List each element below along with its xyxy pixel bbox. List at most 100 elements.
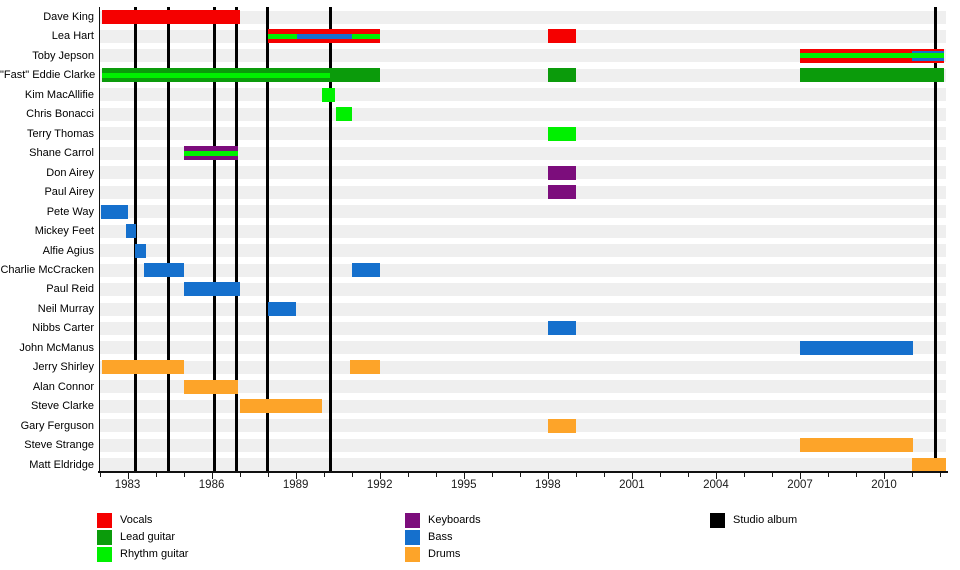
member-row-band [100,29,946,43]
member-name-label: John McManus [19,341,94,354]
member-row-band [100,146,946,160]
legend-swatch-vocals [97,513,112,528]
timeline-bar [547,68,576,83]
member-name-label: Chris Bonacci [26,108,94,121]
member-row-band [100,205,946,219]
axis-tick [351,473,353,477]
timeline-bar [350,360,380,375]
axis-year-label: 2004 [703,479,729,491]
member-row-band [100,244,946,258]
axis-tick [407,473,409,477]
timeline-bar [547,126,576,141]
timeline-bar [267,301,296,316]
axis-tick [211,473,213,479]
axis-tick [547,473,549,479]
member-row-band [100,283,946,297]
timeline-bar [239,399,323,414]
axis-tick [323,473,325,477]
member-name-label: Nibbs Carter [32,322,94,335]
axis-tick [828,473,830,477]
timeline-bar [126,224,136,239]
timeline-bar [100,204,128,219]
member-name-label: Don Airey [46,166,94,179]
axis-tick [940,473,942,477]
legend-swatch-bass [405,530,420,545]
timeline-bar [134,243,146,258]
member-name-label: Steve Strange [24,439,94,452]
member-name-label: Neil Murray [37,302,94,315]
studio-album-line [934,7,938,471]
axis-tick [631,473,633,479]
axis-year-label: 1983 [114,479,141,491]
legend-swatch-keyboards [405,513,420,528]
legend-label-drums: Drums [428,548,461,560]
axis-tick [463,473,465,479]
member-name-label: Kim MacAllifie [24,88,94,101]
axis-tick [743,473,745,477]
axis-year-label: 1998 [535,479,561,491]
member-row-band [100,399,946,413]
axis-tick [239,473,241,477]
axis-tick [155,473,157,477]
role-stripe [102,72,331,78]
member-row-band [100,88,946,102]
member-row-band [100,10,946,24]
timeline-bar [800,340,914,355]
member-name-label: Mickey Feet [34,225,94,238]
legend-label-lead_guitar: Lead guitar [120,531,176,543]
timeline-bar [183,282,240,297]
member-name-label: Paul Airey [44,186,94,199]
member-name-label: Steve Clarke [31,400,94,413]
timeline-bar [912,457,946,472]
member-row-band [100,166,946,180]
timeline-bar [547,321,576,336]
axis-tick [856,473,858,477]
axis-tick [267,473,269,477]
axis-tick [127,473,129,479]
axis-tick [519,473,521,477]
axis-tick [800,473,801,479]
member-row-band [100,438,946,452]
member-row-band [100,322,946,336]
member-name-label: Jerry Shirley [32,361,94,374]
axis-tick [912,473,914,477]
axis-year-label: 1992 [366,479,393,491]
timeline-bar [144,263,184,277]
member-row-band [100,302,946,316]
studio-album-line [167,7,171,471]
member-row-band [100,127,946,141]
role-stripe [800,53,945,59]
studio-album-line [213,7,217,471]
studio-album-line [328,7,332,471]
member-name-label: Terry Thomas [26,127,94,140]
timeline-bar [800,68,945,83]
axis-tick [575,473,577,477]
member-name-label: "Fast" Eddie Clarke [0,69,96,82]
axis-tick [659,473,661,477]
axis-tick [603,473,605,477]
timeline-bar [322,87,335,102]
timeline-bar [102,360,184,375]
legend-label-studio_album: Studio album [733,514,798,526]
axis-tick [491,473,493,477]
axis-tick [435,473,437,477]
role-stripe [912,50,945,54]
timeline-bar [547,29,576,44]
studio-album-line [266,7,270,471]
timeline-bar [267,29,380,44]
timeline-bar [102,9,240,24]
axis-tick [715,473,717,479]
member-row-band [100,341,946,355]
member-row-band [100,360,946,374]
legend-label-bass: Bass [428,531,453,543]
axis-tick [884,473,886,479]
axis-tick [771,473,773,477]
member-name-label: Charlie McCracken [0,264,94,276]
axis-year-label: 2010 [871,479,897,491]
plot-left-border [98,7,101,472]
timeline-bar [183,379,239,394]
member-row-band [100,263,946,277]
studio-album-line [133,7,137,471]
timeline-bar [351,263,380,277]
member-name-label: Matt Eldridge [29,458,94,471]
